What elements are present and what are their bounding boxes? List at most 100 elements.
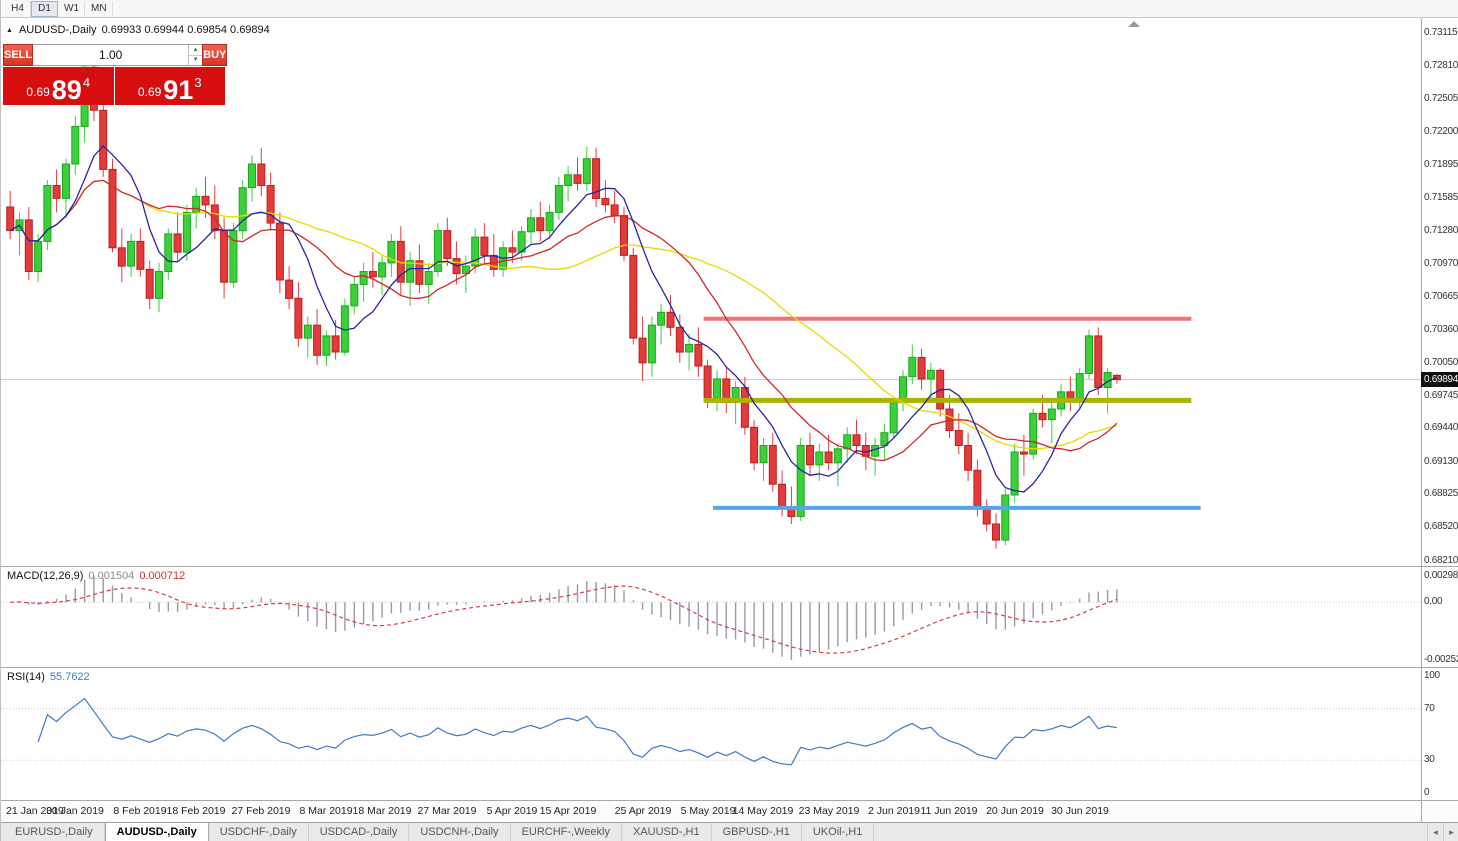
sell-button[interactable]: SELL: [3, 44, 34, 66]
macd-axis-min-label: -0.00252: [1424, 654, 1458, 665]
volume-up-icon[interactable]: ▲: [189, 45, 203, 56]
price-axis-label: 0.71280: [1424, 225, 1458, 236]
date-axis-label: 2 Jun 2019: [868, 805, 920, 817]
rsi-value: 55.7622: [49, 671, 90, 683]
buy-price-pip-digit: 3: [194, 75, 202, 90]
date-axis-label: 27 Feb 2019: [231, 805, 291, 817]
chart-tab-eurchf-weekly[interactable]: EURCHF-,Weekly: [511, 823, 622, 841]
rsi-axis-0-label: 0: [1424, 787, 1430, 798]
price-axis-label: 0.70970: [1424, 258, 1458, 269]
price-axis-label: 0.73115: [1424, 27, 1458, 38]
volume-input[interactable]: [33, 45, 189, 65]
chart-tab-bar: EURUSD-,Daily AUDUSD-,Daily USDCHF-,Daily U…: [1, 822, 1458, 841]
price-axis-label: 0.68825: [1424, 488, 1458, 499]
rsi-axis-30-label: 30: [1424, 754, 1435, 765]
chart-shift-marker-icon: [1128, 21, 1140, 27]
macd-label: MACD(12,26,9) 0.001504 0.000712: [7, 570, 185, 582]
rsi-canvas[interactable]: [1, 669, 1421, 801]
volume-stepper: ▲ ▼: [188, 45, 203, 65]
volume-box: ▲ ▼: [33, 44, 203, 66]
price-axis[interactable]: 0.73115 0.72810 0.72505 0.72200 0.71895 0.715…: [1421, 18, 1458, 566]
macd-signal-line: [10, 585, 1118, 654]
price-axis-label: 0.68210: [1424, 555, 1458, 566]
price-axis-label: 0.72200: [1424, 126, 1458, 137]
current-price-badge: 0.69894: [1421, 372, 1458, 387]
sell-price-pip-digit: 4: [82, 75, 91, 90]
axis-separator: [1421, 18, 1422, 822]
date-axis-label: 5 May 2019: [680, 805, 736, 817]
price-axis-label: 0.68520: [1424, 521, 1458, 532]
date-axis-label: 8 Feb 2019: [113, 805, 167, 817]
rsi-axis-70-label: 70: [1424, 703, 1435, 714]
buy-button[interactable]: BUY: [202, 44, 228, 66]
sell-price-prefix: 0.69: [26, 85, 50, 99]
macd-signal-value: 0.000712: [139, 570, 186, 582]
rsi-indicator-name: RSI(14): [7, 671, 45, 683]
date-axis-label: 20 Jun 2019: [986, 805, 1044, 817]
price-axis-label: 0.72810: [1424, 60, 1458, 71]
one-click-trading-panel: SELL ▲ ▼ BUY 0.69 89 4 0.69: [3, 44, 228, 106]
macd-canvas[interactable]: [1, 568, 1421, 668]
main-chart-region[interactable]: ▲ AUDUSD-,Daily 0.69933 0.69944 0.69854 …: [1, 18, 1458, 566]
chart-tab-usdcad-daily[interactable]: USDCAD-,Daily: [309, 823, 410, 841]
macd-histogram: [18, 576, 1118, 660]
date-axis-label: 14 May 2019: [732, 805, 794, 817]
date-axis-label: 23 May 2019: [798, 805, 860, 817]
ma-slow-yellow: [9, 179, 1118, 450]
chart-tab-usdchf-daily[interactable]: USDCHF-,Daily: [209, 823, 309, 841]
date-axis-label: 30 Jan 2019: [46, 805, 104, 817]
chart-tab-usdcnh-daily[interactable]: USDCNH-,Daily: [409, 823, 511, 841]
tab-scroll-left-button[interactable]: ◂: [1427, 823, 1443, 841]
price-axis-label: 0.70665: [1424, 291, 1458, 302]
date-axis-label: 18 Feb 2019: [166, 805, 226, 817]
sell-price-big-digits: 89: [51, 75, 82, 106]
timeframe-toolbar: H4 D1 W1 MN: [1, 0, 1458, 18]
date-axis-label: 15 Apr 2019: [539, 805, 597, 817]
chart-symbol-label: AUDUSD-,Daily: [18, 24, 97, 36]
rsi-axis-100-label: 100: [1424, 670, 1440, 681]
chart-tab-ukoil-h1[interactable]: UKOil-,H1: [802, 823, 875, 841]
macd-indicator-name: MACD(12,26,9): [7, 570, 84, 582]
date-axis-label: 30 Jun 2019: [1051, 805, 1109, 817]
chart-tab-gbpusd-h1[interactable]: GBPUSD-,H1: [712, 823, 802, 841]
ma-fast-navy: [9, 144, 1118, 493]
timeframe-button-h4[interactable]: H4: [4, 0, 31, 17]
rsi-label: RSI(14) 55.7622: [7, 671, 90, 683]
timeframe-button-d1[interactable]: D1: [31, 0, 58, 17]
timeframe-button-mn[interactable]: MN: [85, 0, 113, 17]
chart-tab-audusd-daily[interactable]: AUDUSD-,Daily: [104, 823, 209, 841]
price-axis-label: 0.69130: [1424, 456, 1458, 467]
date-axis-label: 11 Jun 2019: [920, 805, 978, 817]
buy-price-prefix: 0.69: [137, 85, 162, 99]
date-axis-label: 27 Mar 2019: [417, 805, 477, 817]
buy-price-display[interactable]: 0.69 91 3: [114, 67, 225, 106]
chart-tab-eurusd-daily[interactable]: EURUSD-,Daily: [4, 823, 105, 841]
price-axis-label: 0.72505: [1424, 93, 1458, 104]
ma-medium-red: [9, 179, 1118, 462]
price-axis-label: 0.69745: [1424, 390, 1458, 401]
macd-main-value: 0.001504: [88, 570, 135, 582]
price-axis-label: 0.71585: [1424, 192, 1458, 203]
date-axis-label: 21 Jan 2019: [6, 805, 64, 817]
rsi-line: [37, 697, 1118, 766]
date-axis-label: 5 Apr 2019: [486, 805, 538, 817]
volume-down-icon[interactable]: ▼: [192, 57, 199, 64]
date-axis-label: 8 Mar 2019: [299, 805, 353, 817]
chart-tab-xauusd-h1[interactable]: XAUUSD-,H1: [622, 823, 712, 841]
price-axis-label: 0.70360: [1424, 324, 1458, 335]
rsi-panel[interactable]: RSI(14) 55.7622 100 70 30 0: [1, 667, 1458, 800]
macd-axis-zero-label: 0.00: [1424, 596, 1443, 607]
date-axis[interactable]: 21 Jan 2019 30 Jan 2019 8 Feb 2019 18 Feb 2…: [1, 800, 1458, 822]
chart-ohlc-values: 0.69933 0.69944 0.69854 0.69894: [101, 24, 270, 36]
timeframe-button-w1[interactable]: W1: [58, 0, 85, 17]
price-axis-label: 0.69440: [1424, 422, 1458, 433]
buy-price-big-digits: 91: [163, 75, 194, 106]
sell-price-display[interactable]: 0.69 89 4: [3, 67, 114, 105]
collapse-trade-panel-icon[interactable]: ▲: [6, 26, 13, 34]
macd-panel[interactable]: MACD(12,26,9) 0.001504 0.000712 0.00298 0.…: [1, 566, 1458, 667]
date-axis-label: 25 Apr 2019: [614, 805, 672, 817]
chart-title: ▲ AUDUSD-,Daily 0.69933 0.69944 0.69854 …: [6, 24, 270, 36]
tab-scroll-right-button[interactable]: ▸: [1443, 823, 1458, 841]
price-axis-label: 0.71895: [1424, 159, 1458, 170]
